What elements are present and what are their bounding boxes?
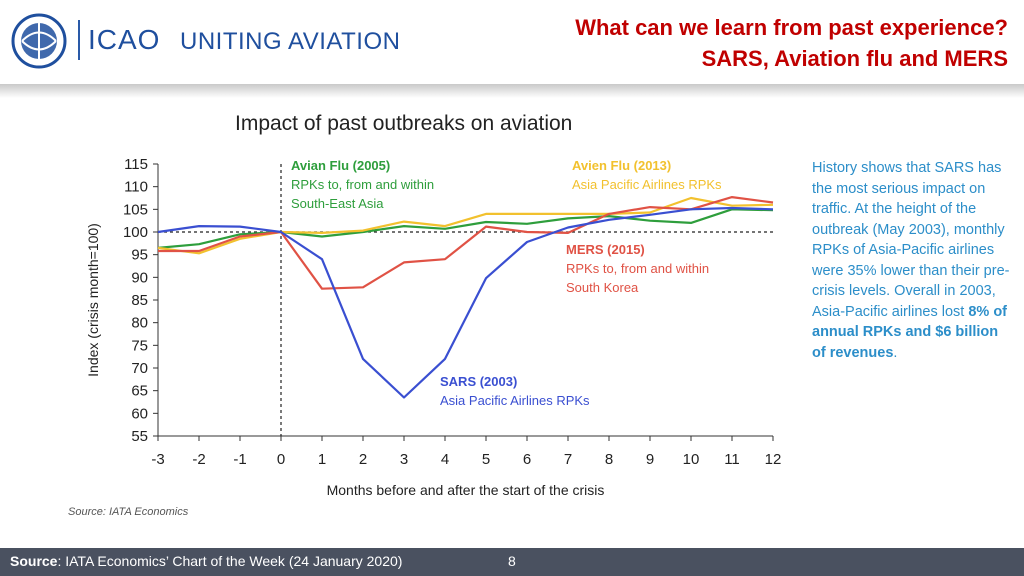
y-tick-label: 70 bbox=[131, 360, 148, 377]
x-tick-label: -1 bbox=[233, 451, 246, 468]
series-line-mers-2015 bbox=[158, 195, 774, 290]
page-number: 8 bbox=[508, 553, 516, 569]
annotation-avien-flu-2013-line: Asia Pacific Airlines RPKs bbox=[572, 177, 722, 192]
x-tick-label: 3 bbox=[400, 451, 408, 468]
x-tick-label: 8 bbox=[605, 451, 613, 468]
y-tick-label: 85 bbox=[131, 292, 148, 309]
y-tick-label: 65 bbox=[131, 383, 148, 400]
x-tick-label: 6 bbox=[523, 451, 531, 468]
series-line-avien-flu-2013 bbox=[157, 196, 774, 255]
annotation-avian-flu-2005-line: RPKs to, from and within bbox=[291, 177, 434, 192]
series-line-sars-2003 bbox=[157, 206, 774, 399]
x-tick-label: 2 bbox=[359, 451, 367, 468]
y-tick-label: 90 bbox=[131, 269, 148, 286]
x-tick-label: 7 bbox=[564, 451, 572, 468]
note-end: . bbox=[893, 344, 898, 361]
y-tick-label: 80 bbox=[131, 315, 148, 332]
x-tick-label: 10 bbox=[683, 451, 700, 468]
annotation-mers-2015-title: MERS (2015) bbox=[566, 242, 645, 257]
y-tick-label: 75 bbox=[131, 337, 148, 354]
annotation-avian-flu-2005-line: South-East Asia bbox=[291, 196, 384, 211]
annotation-sars-2003-line: Asia Pacific Airlines RPKs bbox=[440, 393, 590, 408]
org-name: ICAO bbox=[88, 24, 161, 55]
x-tick-label: 5 bbox=[482, 451, 490, 468]
y-tick-label: 55 bbox=[131, 428, 148, 445]
note-highlight: 8% of annual RPKs and $6 billion of reve… bbox=[812, 303, 1007, 361]
x-tick-label: 4 bbox=[441, 451, 449, 468]
footer-source: Source: IATA Economics’ Chart of the Wee… bbox=[10, 553, 402, 569]
slide-title: What can we learn from past experience? … bbox=[575, 12, 1008, 74]
icao-seal-icon bbox=[11, 13, 67, 69]
x-tick-label: 11 bbox=[724, 451, 740, 468]
y-tick-label: 105 bbox=[123, 201, 148, 218]
header-shadow bbox=[0, 84, 1024, 98]
explanation-note: History shows that SARS has the most ser… bbox=[812, 158, 1012, 363]
annotation-mers-2015-line: South Korea bbox=[566, 280, 639, 295]
annotation-mers-2015-line: RPKs to, from and within bbox=[566, 261, 709, 276]
y-tick-label: 60 bbox=[131, 405, 148, 422]
chart-title: Impact of past outbreaks on aviation bbox=[235, 112, 573, 135]
slide-header: ICAO UNITING AVIATION What can we learn … bbox=[0, 0, 1024, 84]
logo-divider bbox=[78, 20, 80, 60]
y-axis-label: Index (crisis month=100) bbox=[85, 223, 101, 377]
org-tagline: UNITING AVIATION bbox=[180, 28, 401, 55]
x-tick-label: 0 bbox=[277, 451, 285, 468]
x-tick-label: 1 bbox=[318, 451, 326, 468]
note-text: History shows that SARS has the most ser… bbox=[812, 160, 1010, 320]
footer-bar: Source: IATA Economics’ Chart of the Wee… bbox=[0, 548, 1024, 576]
chart-source: Source: IATA Economics bbox=[68, 506, 189, 518]
footer-source-label: Source bbox=[10, 553, 58, 569]
y-tick-label: 115 bbox=[124, 156, 148, 173]
y-tick-label: 100 bbox=[123, 224, 148, 241]
annotation-avian-flu-2005-title: Avian Flu (2005) bbox=[291, 158, 390, 173]
x-tick-label: -2 bbox=[192, 451, 205, 468]
x-tick-label: -3 bbox=[151, 451, 164, 468]
y-tick-label: 110 bbox=[124, 179, 148, 196]
slide-title-line-2: SARS, Aviation flu and MERS bbox=[701, 46, 1008, 71]
annotation-avien-flu-2013-title: Avien Flu (2013) bbox=[572, 158, 671, 173]
x-tick-label: 9 bbox=[646, 451, 654, 468]
x-axis-label: Months before and after the start of the… bbox=[327, 482, 605, 498]
y-tick-label: 95 bbox=[131, 247, 148, 264]
x-tick-label: 12 bbox=[765, 451, 782, 468]
annotation-sars-2003-title: SARS (2003) bbox=[440, 374, 517, 389]
slide-title-line-1: What can we learn from past experience? bbox=[575, 15, 1008, 40]
footer-source-text: : IATA Economics’ Chart of the Week (24 … bbox=[57, 553, 403, 569]
